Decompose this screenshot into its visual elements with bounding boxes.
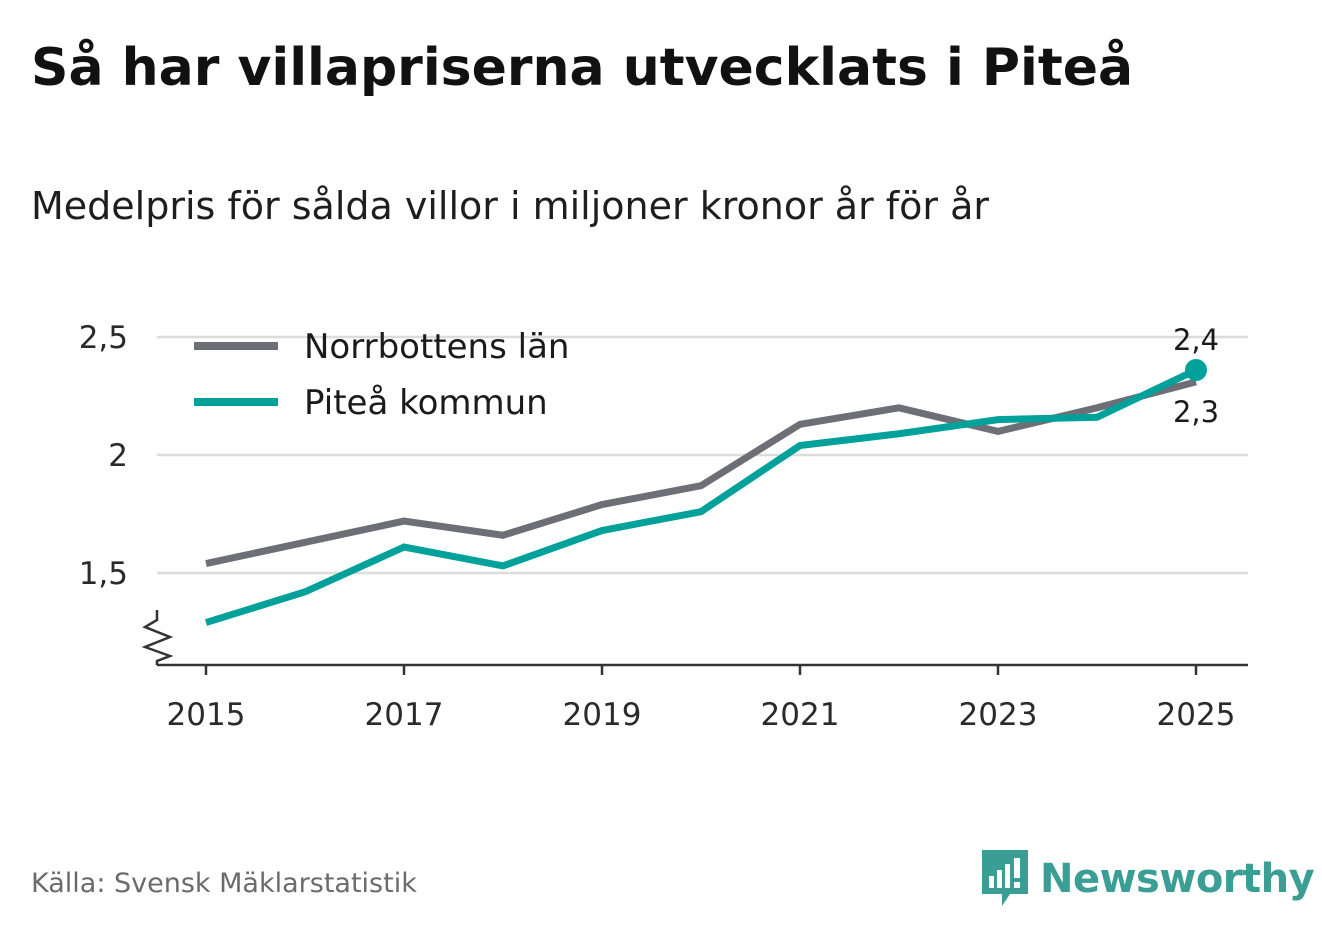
brand-logo[interactable]: Newsworthy (980, 848, 1315, 910)
source-note: Källa: Svensk Mäklarstatistik (31, 868, 417, 899)
legend-label-pitea: Piteå kommun (304, 383, 548, 423)
y-tick-label: 2 (108, 438, 128, 474)
x-tick-label: 2025 (1157, 697, 1236, 733)
x-tick-label: 2023 (959, 697, 1038, 733)
brand-name: Newsworthy (1040, 856, 1315, 902)
x-axis-ticks: 2015 2017 2019 2021 2023 2025 (167, 665, 1236, 733)
end-label-pitea: 2,4 (1173, 323, 1219, 357)
legend: Norrbottens län Piteå kommun (194, 327, 569, 423)
legend-swatch-pitea (194, 398, 278, 406)
newsworthy-logo-icon (982, 850, 1028, 906)
y-axis-ticks: 1,5 2 2,5 (79, 320, 128, 592)
line-chart: 1,5 2 2,5 2015 2017 2019 2021 2023 2025 Norrbot… (79, 320, 1248, 733)
axis-break-icon (141, 610, 174, 665)
series-lines (204, 359, 1207, 626)
x-axis (141, 610, 1248, 667)
x-tick-label: 2017 (365, 697, 444, 733)
chart-title: Så har villapriserna utvecklats i Piteå (31, 38, 1134, 98)
chart-subtitle: Medelpris för sålda villor i miljoner kr… (31, 184, 990, 228)
x-tick-label: 2021 (761, 697, 840, 733)
legend-swatch-norrbotten (194, 342, 278, 350)
end-labels: 2,4 2,3 (1173, 323, 1219, 429)
y-tick-label: 1,5 (79, 556, 128, 592)
end-marker-pitea (1185, 359, 1207, 382)
legend-label-norrbotten: Norrbottens län (304, 327, 569, 367)
y-tick-label: 2,5 (79, 320, 128, 356)
x-tick-label: 2019 (563, 697, 642, 733)
x-tick-label: 2015 (167, 697, 246, 733)
end-label-norrbotten: 2,3 (1173, 395, 1219, 429)
